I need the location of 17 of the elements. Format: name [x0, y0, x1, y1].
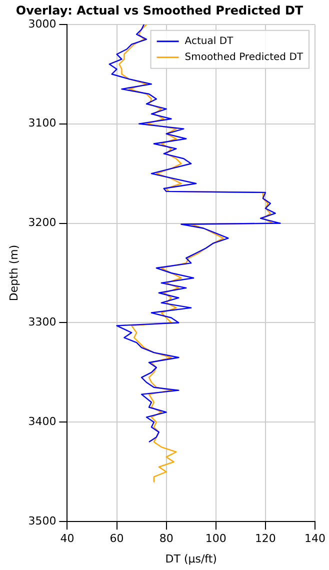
y-tick-label: 3000: [28, 17, 56, 30]
x-tick-label: 120: [254, 532, 276, 546]
x-tick-label: 60: [110, 532, 124, 546]
y-tick-label: 3100: [28, 116, 56, 130]
legend-label: Smoothed Predicted DT: [184, 52, 304, 63]
y-tick-label: 3500: [28, 514, 56, 528]
y-tick-label: 3200: [28, 216, 56, 230]
x-tick-label: 80: [159, 532, 174, 546]
x-tick-label: 100: [205, 532, 226, 546]
y-axis-title: Depth (m): [7, 244, 20, 302]
x-tick-label: 40: [60, 532, 74, 546]
legend-label: Actual DT: [184, 36, 234, 47]
x-axis-title: DT (µs/ft): [165, 552, 217, 566]
x-tick-label: 140: [304, 532, 326, 546]
y-tick-label: 3400: [28, 415, 56, 428]
y-tick-label: 3300: [28, 316, 56, 329]
chart-title: Overlay: Actual vs Smoothed Predicted DT: [16, 3, 304, 18]
